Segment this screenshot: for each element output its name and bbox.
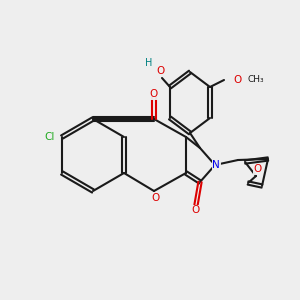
Text: O: O [152,193,160,202]
Text: O: O [156,66,165,76]
Text: CH₃: CH₃ [247,76,264,85]
Text: Cl: Cl [44,132,55,142]
Text: H: H [145,58,152,68]
Text: O: O [254,164,262,174]
Text: O: O [233,75,242,85]
Text: O: O [192,206,200,215]
Text: N: N [212,160,220,170]
Text: O: O [150,89,158,99]
